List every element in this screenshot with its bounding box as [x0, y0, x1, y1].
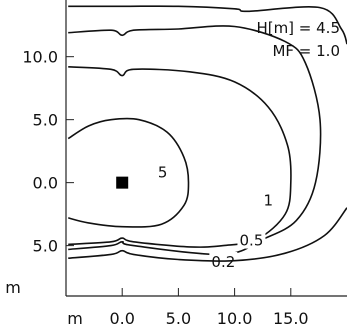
contour-5-label: 5: [158, 164, 168, 182]
mf-annotation: MF = 1.0: [272, 42, 340, 60]
x-tick-label-1: 5.0: [166, 309, 191, 328]
contour-0_5-label-bg: [237, 230, 266, 249]
contour-0_5-label: 0.5: [240, 232, 264, 250]
x-tick-label-3: 15.0: [273, 309, 309, 328]
y-tick-label-3: 5.0: [33, 237, 58, 256]
source-marker-layer: [116, 176, 129, 189]
contour-1-label: 1: [264, 191, 274, 209]
x-tick-label-0: 0.0: [109, 309, 134, 328]
contour-outer-4: [68, 207, 347, 262]
contour-1-label-bg: [254, 190, 283, 209]
contour-5-label-bg: [148, 162, 177, 181]
contour-0_2: [68, 5, 347, 45]
contour-0_2-label: 0.2: [211, 253, 235, 271]
y-tick-label-0: 10.0: [22, 48, 58, 67]
x-unit-label: m: [67, 309, 83, 328]
plot-axes: [65, 0, 347, 297]
tick-labels: 0.0 5.0 10.0 15.0 10.0 5.0 0.0 5.0 m m: [5, 48, 308, 328]
height-annotation: H[m] = 4.5: [256, 19, 340, 37]
contour-5: [67, 117, 190, 228]
contour-0_5: [68, 25, 322, 256]
source-marker: [116, 176, 129, 189]
contour-lines: 5 1 0.5 0.2: [67, 5, 347, 271]
x-tick-label-2: 10.0: [217, 309, 253, 328]
contour-1: [68, 66, 292, 248]
y-tick-label-1: 5.0: [33, 111, 58, 130]
y-tick-label-2: 0.0: [33, 174, 58, 193]
y-unit-label: m: [5, 278, 21, 297]
